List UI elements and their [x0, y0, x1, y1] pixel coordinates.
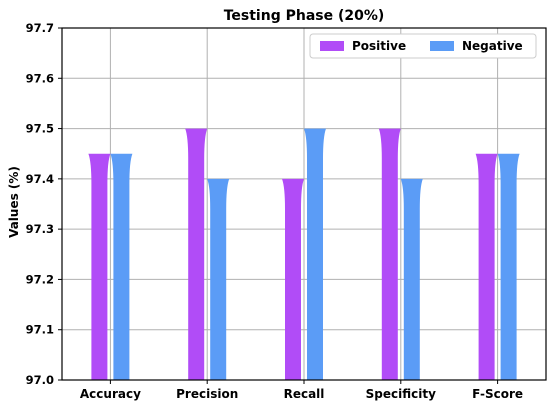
- x-tick-label: Accuracy: [80, 387, 141, 401]
- bar-positive-accuracy: [88, 153, 111, 380]
- x-tick-label: F-Score: [472, 387, 523, 401]
- grid-lines: [62, 27, 546, 381]
- y-tick-label: 97.3: [26, 222, 54, 236]
- y-tick-label: 97.2: [26, 272, 54, 286]
- axes: 97.0 97.1 97.2 97.3 97.4 97.5 97.6 97.7 Accuracy…: [26, 21, 547, 401]
- y-tick-label: 97.1: [26, 323, 54, 337]
- legend: Positive Negative: [309, 33, 537, 59]
- legend-swatch-negative: [430, 41, 454, 51]
- bar-negative-recall: [304, 128, 326, 380]
- bar-negative-accuracy: [110, 153, 133, 380]
- x-tick-label: Specificity: [366, 387, 436, 401]
- legend-swatch-positive: [320, 41, 344, 51]
- bar-negative-specificity: [400, 178, 423, 380]
- bar-positive-specificity: [378, 128, 401, 380]
- bar-negative-f-score: [497, 153, 520, 380]
- x-tick-label: Precision: [176, 387, 238, 401]
- y-tick-label: 97.7: [26, 21, 54, 35]
- bars: [88, 128, 520, 380]
- y-tick-label: 97.4: [26, 172, 54, 186]
- bar-positive-precision: [185, 128, 208, 380]
- legend-label-negative: Negative: [462, 39, 523, 53]
- bar-positive-recall: [282, 178, 304, 380]
- y-tick-label: 97.5: [26, 122, 54, 136]
- x-tick-label: Recall: [284, 387, 325, 401]
- plot-frame: [61, 27, 547, 381]
- bar-positive-f-score: [475, 153, 498, 380]
- legend-label-positive: Positive: [352, 39, 406, 53]
- legend-box: [309, 33, 537, 59]
- y-tick-label: 97.6: [26, 71, 54, 85]
- bar-negative-precision: [207, 178, 230, 380]
- y-axis-label: Values (%): [7, 166, 21, 238]
- y-tick-label: 97.0: [26, 373, 54, 387]
- chart-title: Testing Phase (20%): [224, 8, 385, 24]
